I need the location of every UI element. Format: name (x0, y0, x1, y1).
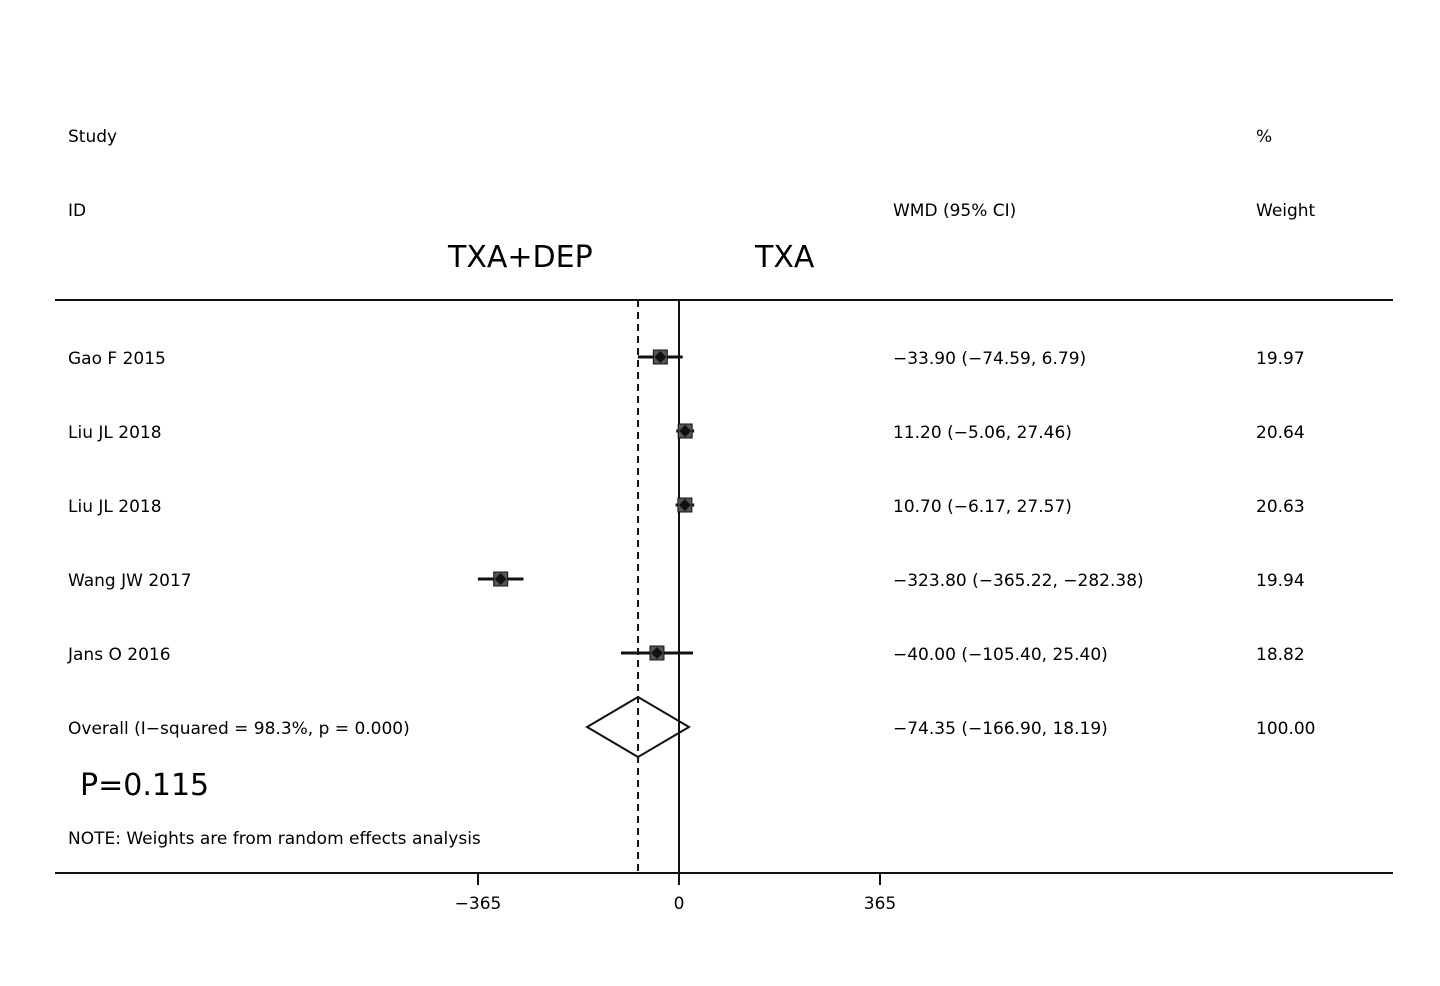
study-ci-text: 11.20 (−5.06, 27.46) (893, 423, 1072, 443)
overall-weight: 100.00 (1256, 719, 1315, 739)
overall-label: Overall (I−squared = 98.3%, p = 0.000) (68, 719, 410, 739)
weights-note: NOTE: Weights are from random effects an… (68, 829, 481, 849)
study-point-estimate (494, 573, 507, 585)
study-point-estimate (654, 351, 667, 363)
favours-right-label: TXA (754, 240, 815, 275)
effect-header: WMD (95% CI) (893, 201, 1016, 221)
study-header: Study (68, 127, 117, 147)
overall-diamond (585, 695, 691, 759)
study-ci-text: −40.00 (−105.40, 25.40) (893, 645, 1108, 665)
study-weight: 19.94 (1256, 571, 1305, 591)
x-tick-label: −365 (455, 894, 502, 914)
study-weight: 19.97 (1256, 349, 1305, 369)
study-ci-text: −323.80 (−365.22, −282.38) (893, 571, 1144, 591)
x-tick-label: 0 (674, 894, 685, 914)
study-ci-text: 10.70 (−6.17, 27.57) (893, 497, 1072, 517)
percent-header: % (1256, 127, 1272, 147)
study-label: Liu JL 2018 (68, 497, 162, 517)
study-ci-text: −33.90 (−74.59, 6.79) (893, 349, 1086, 369)
study-weight: 20.64 (1256, 423, 1305, 443)
weight-header: Weight (1256, 201, 1316, 221)
study-point-estimate (650, 647, 663, 659)
x-axis-ticks: −365 0 365 (455, 873, 896, 914)
overall-ci-text: −74.35 (−166.90, 18.19) (893, 719, 1108, 739)
study-weight: 18.82 (1256, 645, 1305, 665)
study-point-estimate (679, 425, 692, 437)
study-label: Jans O 2016 (67, 645, 171, 665)
id-header: ID (68, 201, 86, 221)
favours-left-label: TXA+DEP (447, 240, 593, 275)
study-weight: 20.63 (1256, 497, 1305, 517)
x-tick-label: 365 (864, 894, 896, 914)
p-value-annotation: P=0.115 (80, 768, 209, 803)
study-rows: Gao F 2015 −33.90 (−74.59, 6.79) 19.97 Liu … (67, 349, 1315, 739)
study-label: Liu JL 2018 (68, 423, 162, 443)
plot-marks (477, 300, 695, 873)
study-label: Wang JW 2017 (68, 571, 192, 591)
study-label: Gao F 2015 (68, 349, 166, 369)
study-point-estimate (678, 499, 691, 511)
